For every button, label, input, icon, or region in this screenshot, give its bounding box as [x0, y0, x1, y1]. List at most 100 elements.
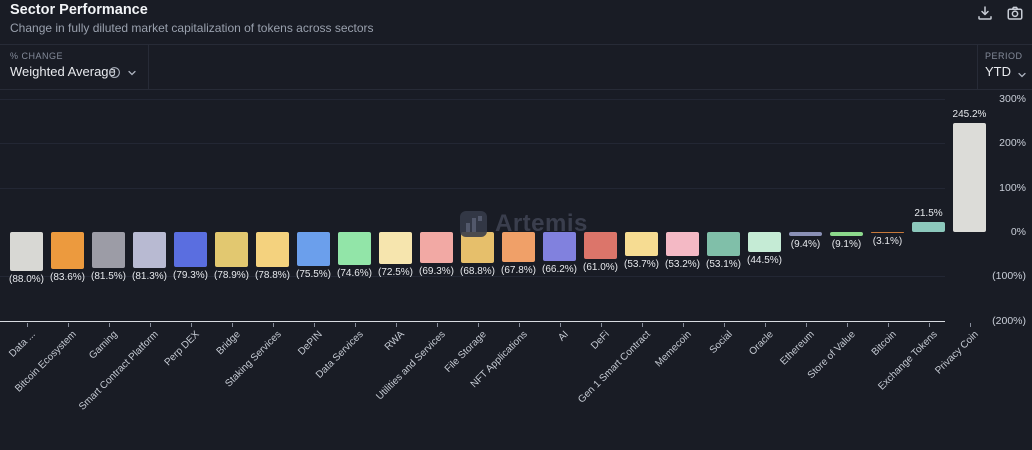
bar-staking-services[interactable]: [256, 232, 289, 268]
period-dropdown[interactable]: PERIOD YTD: [977, 45, 1032, 89]
chart-controls-row: % CHANGE Weighted Average PERIOD YTD: [0, 44, 1032, 90]
x-axis-tick: [149, 323, 151, 327]
bar-value-label: (75.5%): [295, 268, 331, 280]
bar-value-label: (68.8%): [459, 265, 495, 277]
x-axis-tick: [67, 323, 69, 327]
gridline: [0, 187, 945, 189]
bar-value-label: (53.7%): [623, 258, 659, 270]
bar-value-label: (9.4%): [790, 239, 821, 251]
x-axis-tick: [272, 323, 274, 327]
x-axis-tick: [477, 323, 479, 327]
bar-bitcoin[interactable]: [871, 232, 904, 234]
bar-file-storage[interactable]: [461, 232, 494, 263]
download-button[interactable]: [976, 4, 996, 24]
x-axis-tick: [641, 323, 643, 327]
bar-value-label: (78.8%): [254, 270, 290, 282]
bar-value-label: (72.5%): [377, 267, 413, 279]
x-axis-tick: [395, 323, 397, 327]
sector-performance-chart: 300% 200% 100% 0% (100%) (200%) (88.0%) Data ..…: [0, 92, 1026, 413]
bar-data[interactable]: [10, 232, 43, 272]
bar-exchange-tokens[interactable]: [912, 222, 945, 232]
bar-nft-applications[interactable]: [502, 232, 535, 263]
bar-gen-1-smart-contract[interactable]: [625, 232, 658, 256]
bar-ai[interactable]: [543, 232, 576, 262]
bar-smart-contract-platform[interactable]: [133, 232, 166, 269]
bar-utilities-and-services[interactable]: [420, 232, 453, 263]
bar-defi[interactable]: [584, 232, 617, 260]
bar-value-label: (53.2%): [664, 258, 700, 270]
metric-label: % CHANGE: [10, 51, 64, 61]
bar-ethereum[interactable]: [789, 232, 822, 237]
page-title: Sector Performance: [10, 2, 148, 18]
x-axis-line: [0, 320, 945, 322]
bar-value-label: (83.6%): [49, 272, 85, 284]
bar-privacy-coin[interactable]: [953, 123, 986, 232]
bar-rwa[interactable]: [379, 232, 412, 265]
bar-bridge[interactable]: [215, 232, 248, 268]
bar-memecoin[interactable]: [666, 232, 699, 256]
bar-perp-dex[interactable]: [174, 232, 207, 268]
bar-bitcoin-ecosystem[interactable]: [51, 232, 84, 270]
download-icon: [976, 6, 994, 26]
bar-value-label: (78.9%): [213, 270, 249, 282]
chevron-down-icon: [1016, 68, 1028, 86]
x-axis-tick: [26, 323, 28, 327]
x-axis-tick: [559, 323, 561, 327]
bar-depin[interactable]: [297, 232, 330, 266]
y-axis-tick-label: (100%): [992, 270, 1026, 283]
x-axis-tick: [436, 323, 438, 327]
bar-value-label: (53.1%): [705, 258, 741, 270]
bar-value-label: (81.3%): [131, 271, 167, 283]
sector-performance-panel: Sector Performance Change in fully dilut…: [0, 0, 1032, 413]
bar-value-label: 21.5%: [914, 208, 943, 220]
y-axis-tick-label: 200%: [999, 137, 1026, 150]
x-axis-tick: [600, 323, 602, 327]
x-axis-tick: [108, 323, 110, 327]
bar-oracle[interactable]: [748, 232, 781, 252]
gridline: [0, 276, 945, 278]
x-axis-tick: [231, 323, 233, 327]
metric-value: Weighted Average: [10, 64, 116, 79]
bar-value-label: (67.8%): [500, 265, 536, 277]
bar-value-label: (88.0%): [8, 274, 44, 286]
y-axis-tick-label: 0%: [1010, 226, 1026, 238]
period-value: YTD: [985, 64, 1011, 79]
bar-data-services[interactable]: [338, 232, 371, 266]
x-axis-tick: [969, 323, 971, 327]
bar-value-label: (44.5%): [746, 254, 782, 266]
bar-gaming[interactable]: [92, 232, 125, 269]
bar-value-label: (81.5%): [90, 271, 126, 283]
x-axis-tick: [354, 323, 356, 327]
metric-dropdown[interactable]: % CHANGE Weighted Average: [0, 45, 149, 89]
camera-icon: [1006, 6, 1024, 26]
x-axis-tick: [887, 323, 889, 327]
x-axis-tick: [928, 323, 930, 327]
x-axis-tick: [313, 323, 315, 327]
y-axis-tick-label: 100%: [999, 181, 1026, 194]
bar-value-label: (61.0%): [582, 262, 618, 274]
bar-value-label: (69.3%): [418, 265, 454, 277]
bar-value-label: (3.1%): [872, 236, 903, 248]
x-axis-tick: [518, 323, 520, 327]
y-axis-tick-label: (200%): [992, 314, 1026, 327]
period-label: PERIOD: [985, 51, 1023, 61]
x-axis-tick: [723, 323, 725, 327]
x-axis-tick: [190, 323, 192, 327]
x-axis-tick: [805, 323, 807, 327]
bar-value-label: 245.2%: [952, 109, 987, 121]
info-icon[interactable]: [108, 66, 121, 84]
x-axis-tick: [846, 323, 848, 327]
bar-store-of-value[interactable]: [830, 232, 863, 237]
y-axis-tick-label: 300%: [999, 92, 1026, 105]
gridline: [0, 98, 945, 100]
screenshot-button[interactable]: [1006, 4, 1026, 24]
bar-value-label: (74.6%): [336, 268, 372, 280]
bar-value-label: (79.3%): [172, 270, 208, 282]
bar-social[interactable]: [707, 232, 740, 256]
bar-value-label: (66.2%): [541, 264, 577, 276]
x-axis-tick: [764, 323, 766, 327]
x-axis-tick: [682, 323, 684, 327]
chevron-down-icon: [126, 66, 138, 84]
gridline: [0, 143, 945, 145]
bar-value-label: (9.1%): [831, 239, 862, 251]
